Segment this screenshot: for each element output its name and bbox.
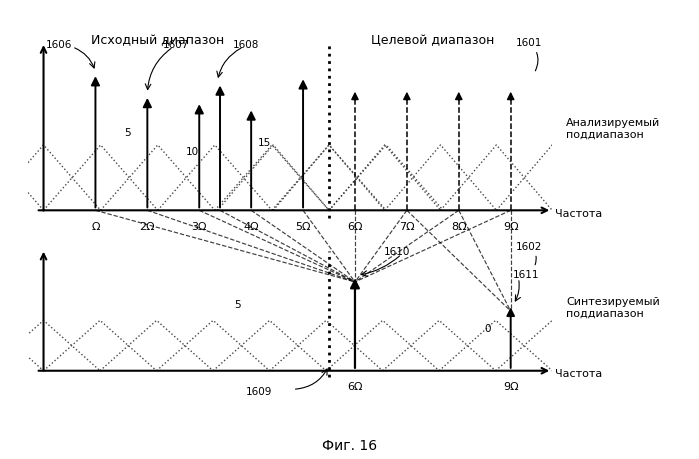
- Text: Исходный диапазон: Исходный диапазон: [91, 34, 224, 47]
- Text: Фиг. 16: Фиг. 16: [322, 438, 377, 452]
- Text: 1606: 1606: [46, 39, 73, 50]
- Text: 6Ω: 6Ω: [347, 381, 363, 392]
- Text: Синтезируемый
поддиапазон: Синтезируемый поддиапазон: [566, 297, 660, 318]
- Text: 6Ω: 6Ω: [347, 222, 363, 232]
- Text: 1610: 1610: [384, 247, 410, 257]
- Text: 1609: 1609: [246, 386, 273, 396]
- Text: Ω: Ω: [91, 222, 100, 232]
- Text: Частота: Частота: [555, 209, 602, 219]
- Text: 2Ω: 2Ω: [140, 222, 155, 232]
- Text: 8Ω: 8Ω: [451, 222, 467, 232]
- Text: 4Ω: 4Ω: [243, 222, 259, 232]
- Text: 5: 5: [234, 300, 240, 310]
- Text: 10: 10: [186, 147, 199, 157]
- Text: 5Ω: 5Ω: [295, 222, 311, 232]
- Text: Анализируемый
поддиапазон: Анализируемый поддиапазон: [566, 118, 661, 139]
- Text: 1611: 1611: [513, 269, 540, 280]
- Text: 1601: 1601: [516, 38, 542, 72]
- Text: 15: 15: [257, 138, 271, 147]
- Text: 1607: 1607: [163, 39, 189, 50]
- Text: 1608: 1608: [233, 39, 259, 50]
- Text: 5: 5: [124, 128, 131, 138]
- Text: 9Ω: 9Ω: [503, 222, 519, 232]
- Text: 7Ω: 7Ω: [399, 222, 415, 232]
- Text: 3Ω: 3Ω: [192, 222, 207, 232]
- Text: 9Ω: 9Ω: [503, 381, 519, 392]
- Text: Частота: Частота: [555, 369, 602, 379]
- Text: Целевой диапазон: Целевой диапазон: [371, 34, 494, 47]
- Text: 1602: 1602: [516, 241, 542, 265]
- Text: 0: 0: [484, 324, 491, 334]
